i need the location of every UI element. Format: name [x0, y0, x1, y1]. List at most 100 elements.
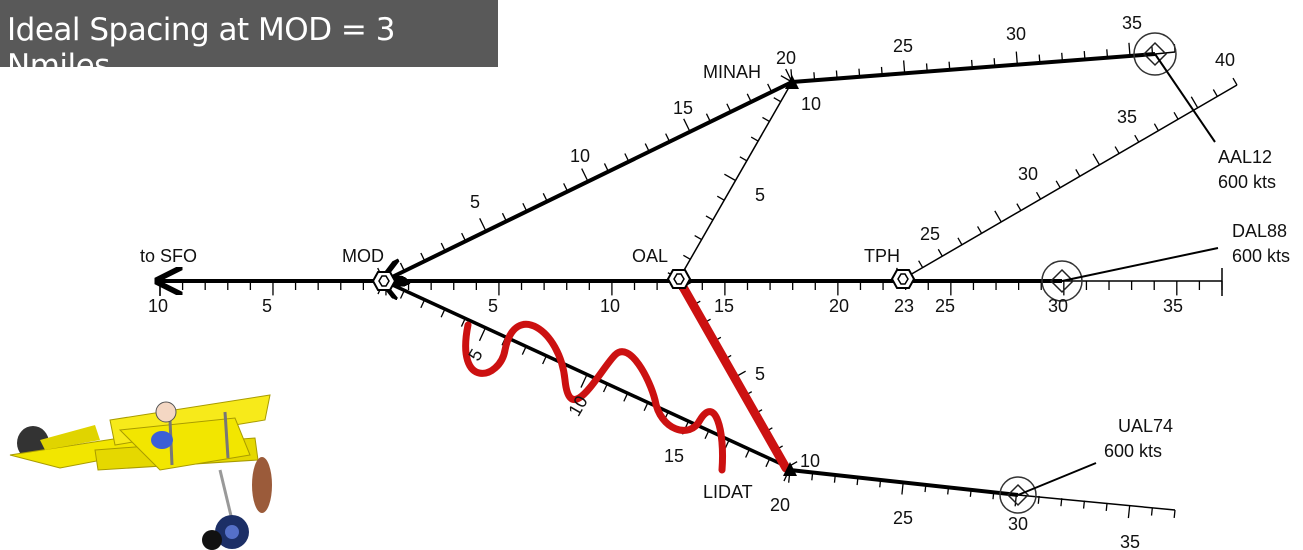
tph-branch-tick	[1153, 123, 1159, 131]
lidat-mod-tick	[542, 355, 547, 365]
minah-east-tick	[1106, 49, 1109, 58]
dal88-callsign: DAL88	[1232, 221, 1287, 241]
minah-mod-tick	[603, 163, 609, 172]
minah-mod-tick	[479, 218, 487, 232]
minah-oal-tick	[716, 195, 725, 201]
minah-mod-tick	[440, 242, 446, 252]
lidat-mod-tick	[460, 318, 466, 327]
main-scale-label: 15	[714, 296, 734, 316]
biplane-illustration	[9, 394, 272, 550]
tph-branch-tick	[1092, 153, 1101, 166]
lidat-mod-tick	[478, 327, 487, 342]
title-text: Ideal Spacing at MOD = 3 Nmiles	[7, 12, 395, 84]
main-scale-label: 5	[262, 296, 272, 316]
minah-oal-scale-label: 10	[801, 94, 821, 114]
minah-mod-tick	[542, 193, 548, 202]
minah-east-tick	[993, 58, 996, 67]
ual74-callsign: UAL74	[1118, 416, 1173, 436]
minah-mod-tick	[563, 183, 569, 192]
minah-oal-scale-label: 5	[755, 185, 765, 205]
minah-oal-tick	[724, 173, 736, 182]
ual74-speed: 600 kts	[1104, 441, 1162, 461]
tph-branch-tick	[1035, 191, 1042, 200]
tph-branch-scale-label: 25	[920, 224, 940, 244]
minah-east-tick	[925, 63, 928, 72]
upper-right-scale-label: 25	[893, 36, 913, 56]
tph-branch-tick	[1212, 89, 1218, 97]
main-scale-label: 25	[935, 296, 955, 316]
minah-oal-tick	[694, 235, 702, 241]
minah-east-tick	[1151, 45, 1154, 54]
minah-mod-tick	[705, 113, 711, 123]
tph-branch-tick	[1232, 77, 1238, 86]
minah-mod-tick	[665, 133, 671, 142]
title-banner: Ideal Spacing at MOD = 3 Nmiles	[0, 0, 498, 84]
lower-left-scale-label: 20	[770, 495, 790, 515]
lidat-mod-tick	[580, 374, 588, 388]
minah-mod-tick	[399, 262, 405, 272]
main-scale-label: 5	[488, 296, 498, 316]
aal12-callsign: AAL12	[1218, 147, 1272, 167]
tph-branch-tick	[994, 210, 1002, 223]
lidat-east-tick	[1173, 509, 1176, 519]
tph-branch-tick	[1016, 203, 1022, 211]
aircraft-ual74-symbol[interactable]	[999, 462, 1097, 514]
tph-branch-tick	[1173, 111, 1179, 120]
aal12-speed: 600 kts	[1218, 172, 1276, 192]
lidat-east-tick	[833, 474, 836, 483]
oal-lidat-scale-label: 10	[800, 451, 820, 471]
minah-oal-tick	[705, 215, 714, 221]
minah-east-tick	[1083, 51, 1086, 60]
lidat-mod-tick	[745, 449, 750, 458]
aircraft-dal88-symbol[interactable]	[1041, 247, 1219, 302]
minah-oal-tick	[739, 156, 748, 162]
main-scale-label: 20	[829, 296, 849, 316]
lidat-mod-tick	[420, 299, 426, 309]
lidat-east-tick	[1105, 502, 1108, 511]
lidat-mod-tick	[623, 392, 629, 402]
lidat-east-tick	[1014, 493, 1018, 507]
lidat-mod-tick	[643, 402, 649, 411]
lidat-east-tick	[856, 476, 859, 486]
minah-mod-tick	[644, 143, 650, 152]
lidat-east-tick	[969, 488, 972, 497]
minah-east-tick	[858, 68, 861, 77]
tph-branch-tick	[1055, 180, 1061, 189]
upper-left-scale-label: 10	[570, 146, 590, 166]
minah-mod-tick	[522, 202, 528, 212]
tph-branch-tick	[1075, 169, 1081, 177]
label-to-sfo: to SFO	[140, 246, 197, 266]
waypoint-mod-symbol	[371, 271, 397, 291]
lidat-east-extension	[1017, 494, 1176, 511]
minah-mod-tick	[767, 83, 773, 93]
tph-branch-scale-label: 40	[1215, 50, 1235, 70]
minah-mod-tick	[581, 168, 589, 182]
minah-east-tick	[1061, 52, 1064, 61]
dal88-speed: 600 kts	[1232, 246, 1290, 266]
minah-mod-tick	[683, 118, 691, 133]
minah-mod-tick	[420, 252, 426, 262]
lidat-east-tick	[811, 472, 814, 481]
label-mod: MOD	[342, 246, 384, 266]
minah-east-tick	[880, 66, 883, 75]
tph-branch-tick	[977, 226, 983, 234]
label-oal: OAL	[632, 246, 668, 266]
main-scale-label: 30	[1048, 296, 1068, 316]
tph-branch-tick	[918, 260, 924, 268]
minah-mod-tick	[726, 103, 732, 113]
lidat-mod-tick	[704, 430, 710, 440]
lidat-east-tick	[879, 479, 882, 488]
upper-left-scale-label: 20	[776, 48, 796, 68]
tph-branch-scale-label: 35	[1117, 107, 1137, 127]
minah-east-tick	[813, 72, 816, 81]
lidat-mod-tick	[521, 346, 527, 355]
aircraft-aal12-symbol[interactable]	[1133, 32, 1216, 143]
lidat-east-tick	[947, 486, 950, 495]
lidat-mod-tick	[765, 458, 771, 468]
minah-east-tick	[1038, 54, 1041, 63]
label-lidat: LIDAT	[703, 482, 753, 502]
upper-left-scale-label: 5	[470, 192, 480, 212]
tph-branch-tick	[1134, 134, 1140, 143]
lower-right-scale-label: 35	[1120, 532, 1140, 550]
